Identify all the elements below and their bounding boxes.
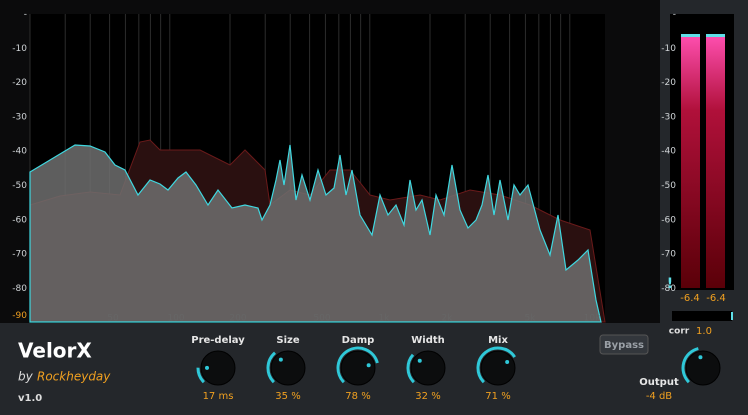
knob[interactable] — [340, 350, 376, 386]
y-label: -30 — [12, 112, 27, 122]
meter-label: -60 — [661, 215, 676, 225]
meter-left — [681, 35, 700, 288]
meter-label: -50 — [661, 181, 676, 191]
meter-label: -80 — [661, 284, 676, 294]
bypass-button[interactable] — [599, 334, 649, 355]
knob-label: Size — [276, 335, 299, 346]
bypass-label[interactable]: Bypass — [604, 340, 644, 351]
output-knob-arc — [681, 347, 699, 384]
x-label: 500 — [313, 314, 330, 324]
corr-marker — [731, 312, 733, 320]
corr-label: corr — [669, 327, 690, 337]
knob-label: Damp — [342, 335, 375, 346]
knob[interactable] — [200, 350, 236, 386]
y-label: -40 — [12, 147, 27, 157]
x-label: 10k — [584, 314, 601, 324]
output-knob[interactable] — [685, 350, 721, 386]
meter-label: - — [673, 10, 676, 20]
knob-value: 78 % — [345, 391, 370, 402]
y-label: -10 — [12, 44, 27, 54]
output-label: Output — [639, 377, 679, 388]
x-label: 50 — [107, 314, 119, 324]
knob[interactable] — [480, 350, 516, 386]
x-label: 2k — [442, 314, 454, 324]
peak-left-value: -6.4 — [680, 293, 700, 304]
knob-pointer — [505, 359, 510, 364]
y-label: - — [24, 10, 27, 20]
knob[interactable] — [270, 350, 306, 386]
knob-arc — [406, 353, 415, 384]
y-label: -90 — [12, 311, 27, 321]
version: v1.0 — [18, 393, 42, 404]
brand-name: VelorX — [18, 339, 92, 363]
knob-label: Width — [411, 335, 445, 346]
meter-label: -20 — [661, 78, 676, 88]
output-knob-pointer — [698, 355, 703, 360]
knob-arc — [196, 367, 205, 384]
knob-arc — [336, 346, 379, 384]
y-label: -20 — [12, 78, 27, 88]
meter-label: -30 — [661, 112, 676, 122]
brand-by: by — [18, 370, 34, 384]
knob[interactable] — [410, 350, 446, 386]
peak-left — [681, 34, 700, 37]
knob-pointer — [278, 357, 283, 362]
knob-pointer — [366, 363, 371, 368]
knob-arc — [266, 351, 277, 384]
clip-indicator: ! — [667, 276, 673, 292]
y-label: -80 — [12, 284, 27, 294]
peak-right — [706, 34, 725, 37]
meter-label: -40 — [661, 147, 676, 157]
knob-value: 32 % — [415, 391, 440, 402]
meter-right — [706, 35, 725, 288]
knob-pointer — [205, 365, 210, 370]
y-label: -50 — [12, 181, 27, 191]
knob-arc — [476, 346, 516, 384]
meter-label: -70 — [661, 250, 676, 260]
y-label: -70 — [12, 250, 27, 260]
knob-value: 71 % — [485, 391, 510, 402]
y-label: -60 — [12, 215, 27, 225]
corr-meter — [672, 311, 732, 321]
corr-value: 1.0 — [696, 326, 712, 337]
x-label: 200 — [229, 314, 246, 324]
knob-label: Pre-delay — [191, 335, 245, 346]
knob-label: Mix — [488, 335, 508, 346]
knob-pointer — [417, 358, 422, 363]
x-label: 100 — [167, 314, 184, 324]
peak-right-value: -6.4 — [706, 293, 726, 304]
output-value: -4 dB — [646, 391, 672, 402]
output-spectrum — [29, 144, 602, 323]
knob-value: 35 % — [275, 391, 300, 402]
brand-author: Rockheyday — [37, 370, 111, 384]
x-label: 1k — [379, 314, 391, 324]
meter-label: -10 — [661, 44, 676, 54]
x-label: 5k — [525, 314, 537, 324]
knob-value: 17 ms — [203, 391, 234, 402]
